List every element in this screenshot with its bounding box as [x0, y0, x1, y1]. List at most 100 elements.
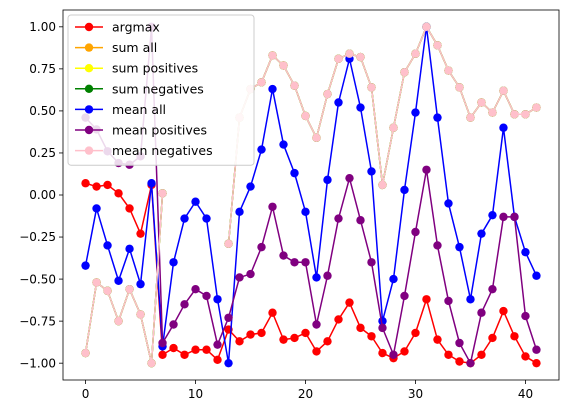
- data-point: [433, 335, 442, 344]
- series-mean-negatives: [81, 22, 541, 368]
- data-point: [290, 258, 299, 267]
- data-point: [411, 108, 420, 117]
- x-tick-label: 10: [188, 387, 203, 401]
- y-tick-label: −0.50: [19, 272, 56, 286]
- data-point: [444, 350, 453, 359]
- legend-label: sum positives: [112, 61, 198, 76]
- data-point: [114, 189, 123, 198]
- data-point: [235, 207, 244, 217]
- data-point: [345, 49, 354, 58]
- data-point: [268, 308, 277, 317]
- data-point: [400, 347, 409, 356]
- data-point: [455, 338, 464, 348]
- data-point: [158, 350, 167, 359]
- data-point: [147, 179, 156, 188]
- data-point: [169, 320, 178, 329]
- y-axis: −1.00 −0.75 −0.50 −0.25 0.00 0.25 0.50 0.75 1.00: [19, 20, 63, 370]
- data-point: [125, 284, 134, 294]
- data-point: [224, 313, 233, 322]
- data-point: [532, 271, 541, 280]
- data-point: [411, 49, 420, 58]
- data-point: [191, 345, 200, 354]
- data-point: [455, 83, 464, 92]
- data-point: [191, 197, 200, 206]
- x-axis: 0 10 20 30 40: [82, 380, 533, 401]
- data-point: [345, 173, 354, 183]
- data-point: [202, 214, 211, 223]
- data-point: [466, 295, 475, 304]
- data-point: [499, 212, 508, 222]
- legend-marker: [84, 22, 94, 32]
- legend-entry: argmax: [75, 20, 160, 35]
- data-point: [191, 284, 200, 294]
- y-tick-label: 0.50: [29, 104, 56, 118]
- data-point: [444, 296, 453, 306]
- y-tick-label: 0.75: [29, 62, 56, 76]
- data-point: [521, 311, 530, 321]
- data-point: [202, 345, 211, 354]
- data-point: [81, 261, 90, 270]
- legend-entry: sum all: [75, 40, 157, 55]
- data-point: [356, 216, 365, 225]
- data-point: [103, 286, 112, 296]
- data-point: [180, 214, 189, 223]
- data-point: [378, 348, 387, 358]
- data-point: [455, 242, 464, 252]
- data-point: [312, 347, 321, 356]
- legend-label: argmax: [112, 20, 160, 35]
- data-point: [400, 185, 409, 195]
- data-point: [400, 68, 409, 77]
- data-point: [92, 182, 101, 191]
- x-tick-label: 30: [408, 387, 423, 401]
- legend-marker: [84, 43, 94, 52]
- series-mean-positives: [81, 22, 541, 368]
- y-tick-label: −0.75: [19, 314, 56, 328]
- data-point: [136, 229, 145, 238]
- data-point: [356, 103, 365, 112]
- data-point: [389, 123, 398, 132]
- legend-entry: mean all: [75, 102, 166, 117]
- data-point: [477, 308, 486, 317]
- data-point: [323, 175, 332, 185]
- data-point: [477, 98, 486, 107]
- legend-label: mean positives: [112, 123, 207, 138]
- data-point: [202, 291, 211, 301]
- y-tick-label: 1.00: [29, 20, 56, 34]
- data-point: [235, 337, 244, 346]
- data-point: [158, 189, 167, 198]
- data-point: [268, 84, 277, 94]
- data-point: [367, 167, 376, 176]
- series-layer: [81, 22, 541, 368]
- data-point: [334, 54, 343, 63]
- data-point: [136, 310, 145, 319]
- data-point: [268, 51, 277, 60]
- data-point: [268, 202, 277, 211]
- data-point: [125, 204, 134, 213]
- data-point: [323, 271, 332, 280]
- data-point: [169, 343, 178, 353]
- data-point: [279, 140, 288, 149]
- legend-label: mean negatives: [112, 143, 213, 158]
- legend-entry: sum positives: [75, 61, 198, 76]
- data-point: [488, 284, 497, 294]
- data-point: [125, 244, 134, 254]
- data-point: [532, 103, 541, 112]
- y-tick-label: −0.25: [19, 230, 56, 244]
- data-point: [367, 258, 376, 267]
- data-point: [246, 269, 255, 279]
- data-point: [213, 340, 222, 349]
- data-point: [499, 86, 508, 95]
- data-point: [466, 113, 475, 122]
- data-point: [433, 241, 442, 250]
- data-point: [290, 81, 299, 90]
- data-point: [521, 352, 530, 361]
- data-point: [257, 328, 266, 338]
- data-point: [235, 273, 244, 282]
- legend-marker: [84, 146, 94, 155]
- data-point: [158, 338, 167, 348]
- data-point: [114, 316, 123, 326]
- data-point: [488, 333, 497, 343]
- legend-marker: [84, 125, 94, 135]
- data-point: [433, 113, 442, 122]
- legend-entry: mean positives: [75, 123, 207, 138]
